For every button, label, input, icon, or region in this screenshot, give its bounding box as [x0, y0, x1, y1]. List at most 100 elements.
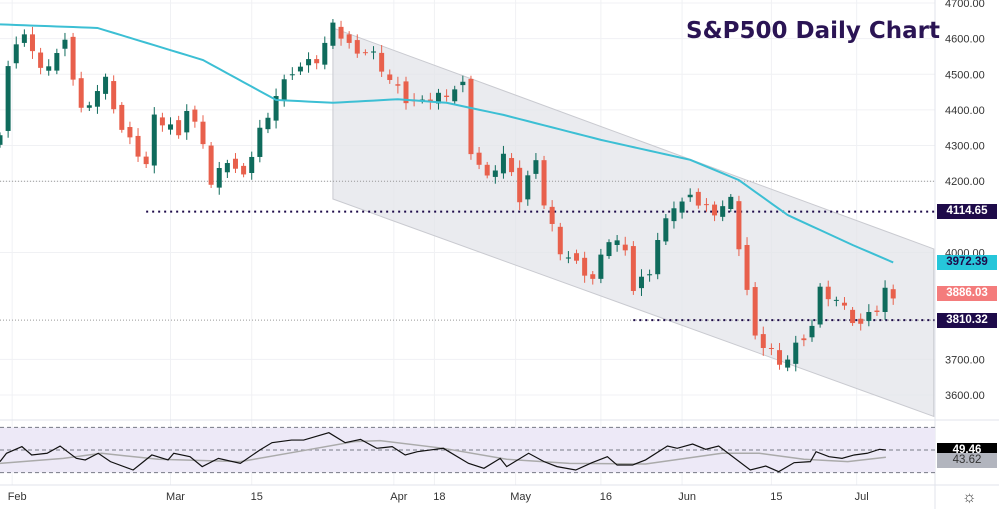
candle-body: [330, 22, 336, 46]
candle-body: [249, 156, 255, 174]
candle-body: [346, 34, 352, 43]
candle-body: [712, 204, 718, 216]
candle-body: [598, 254, 604, 279]
candle-body: [70, 36, 76, 80]
candle-body: [728, 196, 734, 209]
candle-body: [232, 158, 238, 169]
candle-body: [557, 226, 563, 255]
candle-body: [314, 59, 320, 64]
moving-average-line: [0, 23, 894, 264]
candle-body: [151, 114, 157, 166]
candle-body: [614, 240, 620, 245]
candle-body: [655, 240, 661, 275]
candle-body: [833, 299, 839, 301]
price-tick-label: 4200.00: [945, 176, 985, 188]
candle-body: [379, 52, 385, 72]
candle-body: [168, 124, 174, 130]
candle-body: [801, 338, 807, 341]
candle-body: [768, 347, 774, 349]
price-tick-label: 3600.00: [945, 390, 985, 402]
candle-body: [119, 104, 125, 130]
candle-body: [638, 276, 644, 289]
candle-body: [354, 40, 360, 54]
candle-body: [143, 156, 149, 165]
candle-body: [62, 39, 68, 49]
candle-body: [476, 152, 482, 165]
candle-body: [281, 79, 287, 101]
ma-price-tag: 3972.39: [937, 254, 997, 270]
candle-body: [111, 81, 117, 110]
candle-body: [54, 53, 60, 71]
candle-body: [509, 158, 515, 173]
candle-body: [387, 74, 393, 80]
candle-body: [395, 84, 401, 86]
candle-body: [606, 242, 612, 257]
candle-body: [0, 135, 3, 145]
trend-channel: [332, 27, 935, 418]
candle-body: [582, 257, 588, 276]
candle-body: [736, 201, 742, 250]
candle-body: [565, 257, 571, 259]
candle-body: [184, 110, 190, 133]
candle-body: [5, 66, 11, 131]
settings-gear-icon[interactable]: ☼: [962, 489, 977, 506]
price-tick-label: 4400.00: [945, 105, 985, 117]
candle-body: [517, 167, 523, 203]
price-tick-label: 4300.00: [945, 141, 985, 153]
candle-body: [622, 244, 628, 251]
candle-body: [362, 52, 368, 54]
candle-body: [297, 66, 303, 72]
candle-body: [777, 350, 783, 365]
candle-body: [322, 42, 328, 65]
candle-body: [135, 135, 141, 157]
candle-body: [663, 218, 669, 242]
candle-body: [671, 208, 677, 222]
time-tick-label: 15: [251, 491, 263, 503]
level-tag-4114: 4114.65: [937, 204, 997, 220]
last-price-tag: 3886.03: [937, 285, 997, 301]
candle-body: [858, 318, 864, 324]
candle-body: [257, 127, 263, 157]
time-tick-label: Apr: [390, 491, 407, 503]
candle-body: [338, 26, 344, 39]
candle-body: [785, 359, 791, 368]
candle-body: [78, 78, 84, 108]
time-tick-label: Jun: [678, 491, 696, 503]
candle-body: [825, 286, 831, 300]
candle-body: [273, 96, 279, 121]
time-tick-label: Mar: [166, 491, 185, 503]
candle-body: [850, 309, 856, 324]
time-tick-label: 18: [433, 491, 445, 503]
candle-body: [752, 287, 758, 336]
candle-body: [265, 117, 271, 130]
candle-body: [695, 191, 701, 206]
candle-body: [590, 274, 596, 279]
candle-body: [744, 244, 750, 290]
rsi-ma-tag: 43.62: [937, 452, 997, 468]
candle-body: [793, 342, 799, 364]
candle-body: [224, 163, 230, 173]
candle-body: [208, 145, 214, 185]
candle-body: [306, 59, 312, 66]
candle-body: [241, 165, 247, 175]
candle-body: [809, 325, 815, 338]
candle-body: [882, 287, 888, 312]
candle-body: [841, 302, 847, 306]
time-tick-label: 16: [600, 491, 612, 503]
candle-body: [403, 81, 409, 104]
time-tick-label: Jul: [855, 491, 869, 503]
time-tick-label: May: [510, 491, 531, 503]
price-tick-label: 4500.00: [945, 69, 985, 81]
candle-body: [492, 170, 498, 177]
candle-body: [703, 204, 709, 206]
time-tick-label: 15: [770, 491, 782, 503]
candle-body: [647, 274, 653, 276]
candle-body: [200, 121, 206, 145]
candle-body: [874, 310, 880, 312]
candle-body: [817, 286, 823, 325]
level-tag-3810: 3810.32: [937, 312, 997, 328]
time-tick-label: Feb: [8, 491, 27, 503]
candle-body: [46, 66, 52, 71]
candle-body: [525, 175, 531, 200]
